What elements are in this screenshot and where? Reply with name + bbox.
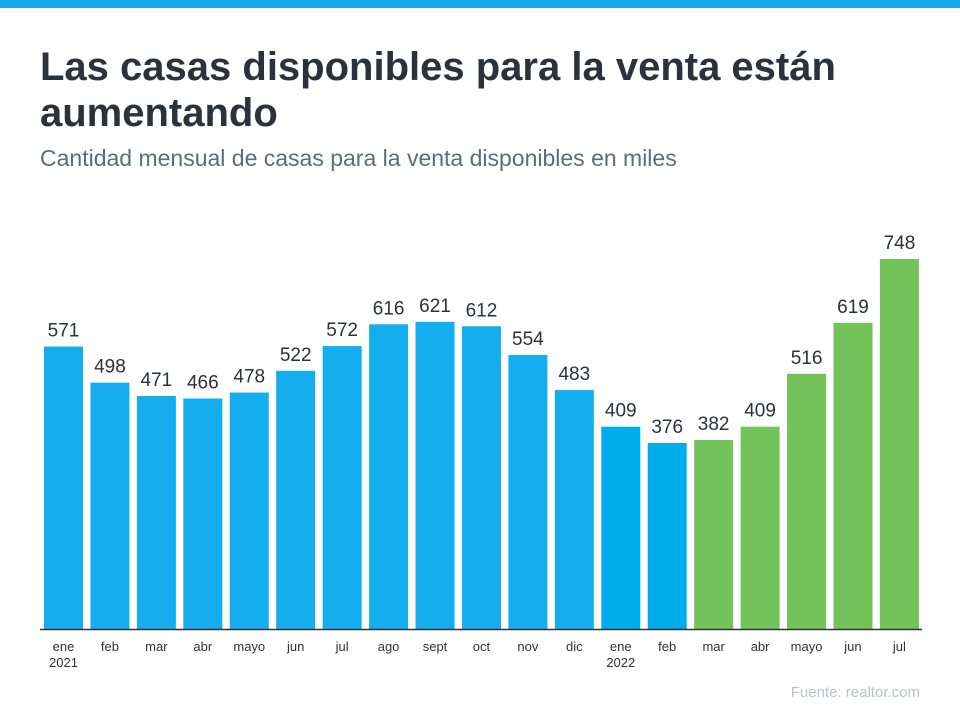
x-tick-label: jun	[286, 639, 304, 654]
data-label: 619	[837, 297, 869, 318]
chart-title: Las casas disponibles para la venta está…	[40, 45, 836, 135]
x-tick-label: ene	[53, 639, 75, 654]
data-label: 612	[466, 300, 498, 321]
data-label: 572	[326, 320, 358, 341]
bar	[740, 426, 780, 629]
data-label: 516	[791, 348, 823, 369]
bar	[415, 321, 455, 629]
bar	[554, 390, 594, 629]
data-label: 409	[744, 401, 776, 422]
bar	[322, 346, 362, 629]
x-tick-label: mayo	[233, 639, 265, 654]
data-label: 748	[884, 233, 916, 254]
data-label: 498	[94, 357, 126, 378]
bar	[136, 396, 176, 629]
bar	[369, 324, 409, 629]
data-label: 554	[512, 329, 544, 350]
x-tick-label: sept	[423, 639, 448, 654]
bar	[787, 373, 827, 629]
chart-subtitle: Cantidad mensual de casas para la venta …	[40, 145, 677, 171]
data-label: 483	[558, 364, 590, 385]
bar	[183, 398, 223, 629]
x-tick-label: ene	[610, 639, 632, 654]
x-tick-year-label: 2022	[606, 655, 635, 670]
bar	[647, 443, 687, 629]
data-label: 616	[373, 298, 405, 319]
x-tick-label: feb	[101, 639, 119, 654]
x-tick-label: ago	[378, 639, 400, 654]
x-tick-label: dic	[566, 639, 583, 654]
x-tick-label: mar	[702, 639, 725, 654]
bar	[879, 259, 919, 629]
x-tick-label: mar	[145, 639, 168, 654]
bar	[833, 322, 873, 629]
bar	[229, 392, 269, 629]
x-tick-label: abr	[193, 639, 212, 654]
x-tick-label: abr	[751, 639, 770, 654]
bar	[44, 346, 83, 629]
bar	[601, 426, 641, 629]
x-tick-label: feb	[658, 639, 676, 654]
data-label: 621	[419, 296, 451, 317]
x-tick-label: mayo	[791, 639, 823, 654]
bar	[276, 370, 316, 629]
source-note: Fuente: realtor.com	[790, 684, 920, 701]
x-tick-label: jul	[335, 639, 349, 654]
data-label: 376	[651, 417, 683, 438]
x-tick-label: jul	[892, 639, 906, 654]
data-label: 522	[280, 345, 312, 366]
x-tick-label: oct	[473, 639, 491, 654]
bar	[90, 382, 130, 629]
data-label: 382	[698, 414, 730, 435]
top-stripe	[0, 0, 960, 8]
bar	[694, 440, 734, 629]
x-tick-year-label: 2021	[49, 655, 78, 670]
data-label: 466	[187, 372, 219, 393]
data-label: 409	[605, 401, 637, 422]
bar	[508, 354, 548, 629]
x-tick-label: nov	[517, 639, 538, 654]
data-label: 571	[48, 321, 80, 342]
data-label: 478	[233, 367, 265, 388]
x-tick-label: jun	[843, 639, 861, 654]
bar	[461, 326, 501, 629]
data-label: 471	[141, 370, 173, 391]
